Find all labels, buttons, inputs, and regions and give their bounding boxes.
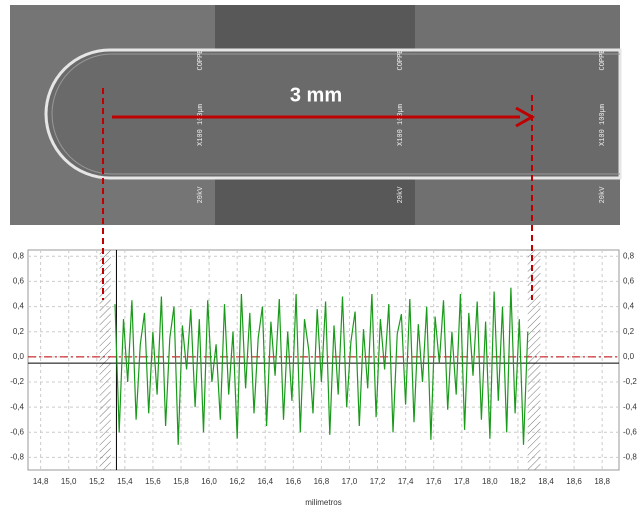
- y-tick-label: -0,4: [623, 402, 637, 411]
- sem-label: X100 100µm: [197, 104, 205, 146]
- x-tick-label: 17,4: [398, 477, 414, 486]
- sem-image: COPPE X100 100µm 20kV COPPE X100 100µm 2…: [10, 5, 622, 225]
- x-tick-label: 17,0: [342, 477, 358, 486]
- y-tick-label: -0,6: [10, 427, 24, 436]
- annotation: 3 mm: [290, 84, 342, 106]
- chart: 0,8 0,8 0,6 0,6 0,4 0,4 0,2 0,2 0,0 0,0 -0,2 -0,2 -0…: [10, 249, 637, 507]
- x-tick-label: 18,6: [566, 477, 582, 486]
- x-tick-label: 18,0: [482, 477, 498, 486]
- series-line: [114, 287, 529, 445]
- sem-label: X100 100µm: [397, 104, 405, 146]
- sem-label: COPPE: [397, 49, 405, 70]
- hatched-zone: [527, 250, 541, 470]
- x-tick-label: 15,0: [61, 477, 77, 486]
- x-tick-label: 15,6: [145, 477, 161, 486]
- y-tick-label: 0,8: [13, 251, 25, 260]
- y-tick-label: 0,2: [623, 327, 635, 336]
- x-tick-label: 16,4: [257, 477, 273, 486]
- x-tick-label: 16,0: [201, 477, 217, 486]
- x-tick-label: 16,2: [229, 477, 245, 486]
- sem-label: 20kV: [599, 186, 607, 204]
- x-tick-label: 15,2: [89, 477, 105, 486]
- y-tick-label: 0,0: [13, 352, 25, 361]
- sem-label: COPPE: [599, 49, 607, 70]
- y-tick-label: 0,2: [13, 327, 25, 336]
- y-tick-label: -0,8: [10, 453, 24, 462]
- y-tick-label: -0,2: [10, 377, 24, 386]
- x-tick-label: 17,2: [370, 477, 386, 486]
- y-tick-label: 0,6: [623, 277, 635, 286]
- x-tick-label: 17,8: [454, 477, 470, 486]
- sem-label: 20kV: [197, 186, 205, 204]
- x-tick-label: 14,8: [33, 477, 49, 486]
- y-tick-label: 0,0: [623, 352, 635, 361]
- x-tick-label: 16,8: [314, 477, 330, 486]
- y-tick-label: 0,6: [13, 277, 25, 286]
- y-tick-label: -0,4: [10, 402, 24, 411]
- sem-label: X100 100µm: [599, 104, 607, 146]
- x-tick-label: 18,8: [594, 477, 610, 486]
- y-tick-label: 0,8: [623, 251, 635, 260]
- y-tick-label: 0,4: [623, 302, 635, 311]
- x-tick-label: 15,8: [173, 477, 189, 486]
- x-tick-label: 18,4: [538, 477, 554, 486]
- hatched-zone: [99, 250, 111, 470]
- y-tick-label: -0,8: [623, 453, 637, 462]
- x-tick-label: 16,6: [286, 477, 302, 486]
- y-tick-label: -0,6: [623, 427, 637, 436]
- sem-label: 20kV: [397, 186, 405, 204]
- x-tick-label: 17,6: [426, 477, 442, 486]
- x-tick-label: 15,4: [117, 477, 133, 486]
- y-tick-label: -0,2: [623, 377, 637, 386]
- x-tick-label: 18,2: [510, 477, 526, 486]
- sem-label: COPPE: [197, 49, 205, 70]
- x-axis-label: milimetros: [305, 498, 341, 507]
- y-tick-label: 0,4: [13, 302, 25, 311]
